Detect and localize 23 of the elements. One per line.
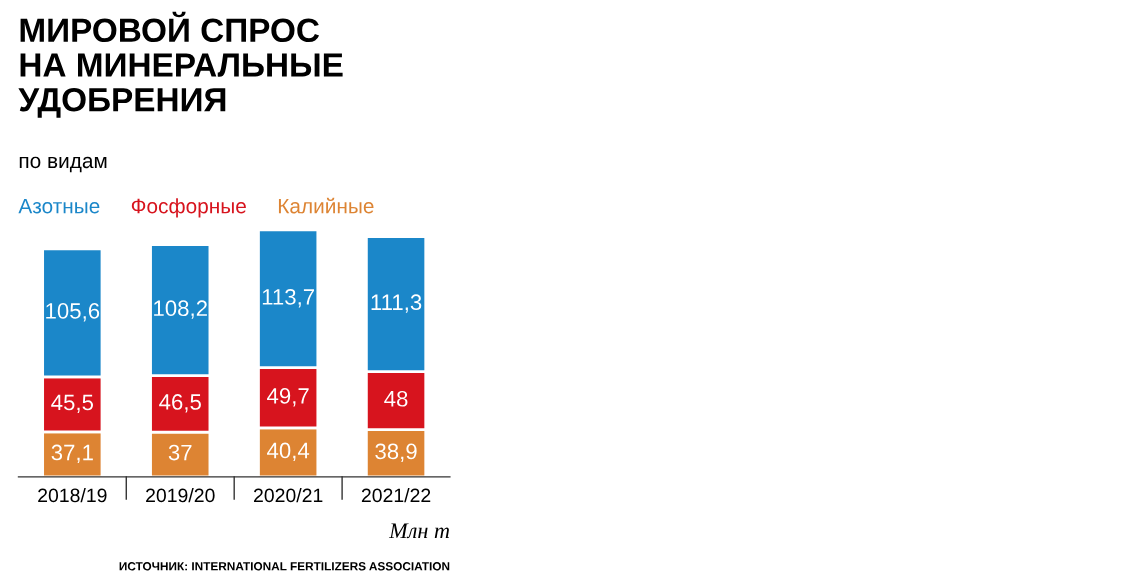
data-label: 113,7 [262, 289, 315, 308]
data-label: 111,3 [371, 294, 422, 313]
text: ИСТОЧНИК: INTERNATIONAL FERTILIZERS ASSOCIATION [119, 562, 450, 571]
x-tick-label: 2019/20 [146, 487, 215, 503]
text: Млн т [388, 523, 450, 539]
chart-subtitle: по видам [19, 156, 107, 173]
data-label: 46,5 [159, 394, 201, 413]
x-tick-label: 2021/22 [361, 487, 431, 503]
series-label: Азотные [18, 198, 100, 214]
data-label: 45,5 [51, 394, 94, 413]
data-label: 108,2 [154, 300, 207, 319]
data-label: 40,4 [267, 442, 310, 461]
data-label: 48 [384, 390, 408, 407]
data-label: 37,1 [51, 444, 93, 463]
x-tick-label: 2018/19 [38, 487, 107, 503]
chart-title: МИРОВОЙ СПРОС НА МИНЕРАЛЬНЫЕ УДОБРЕНИЯ [18, 11, 343, 118]
data-label: 105,6 [46, 303, 100, 322]
text: Калийные [278, 197, 374, 214]
data-label: 38,9 [375, 443, 417, 462]
data-label: 37 [168, 444, 192, 461]
data-label: 49,7 [267, 388, 309, 407]
text: Фосфорные [131, 198, 246, 218]
x-tick-label: 2020/21 [253, 487, 323, 503]
